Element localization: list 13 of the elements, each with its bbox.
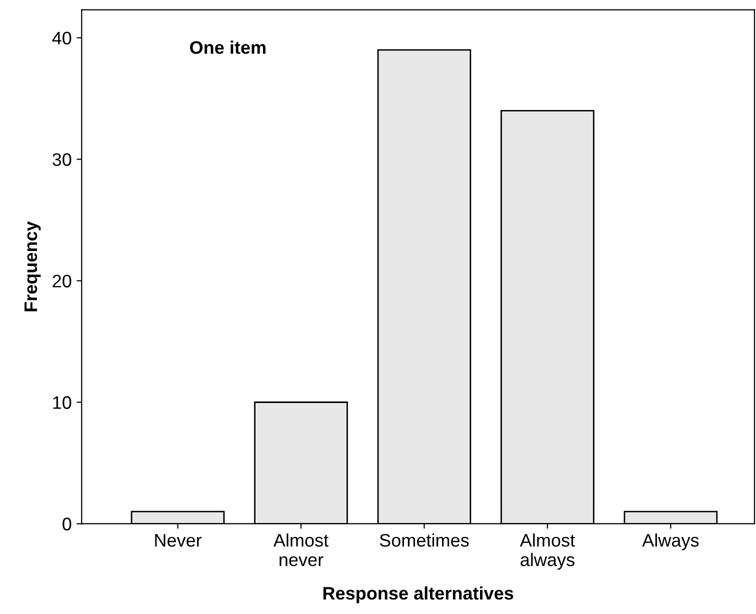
x-axis-title: Response alternatives xyxy=(323,586,514,604)
y-tick-label: 20 xyxy=(52,274,72,288)
y-tick-label: 40 xyxy=(52,32,72,44)
y-tick-label: 30 xyxy=(52,153,72,166)
x-tick-label: Never xyxy=(155,534,202,547)
y-tick-label: 10 xyxy=(53,396,72,409)
x-tick-label: Sometimes xyxy=(380,533,469,547)
y-tick-label: 0 xyxy=(62,518,72,530)
x-tick-label: Almost never xyxy=(273,533,328,566)
x-tick-label: Always xyxy=(642,533,699,550)
annotation: One item xyxy=(190,40,266,54)
y-axis-title: Frequency xyxy=(24,221,41,312)
x-tick-label: Almost always xyxy=(520,533,575,570)
